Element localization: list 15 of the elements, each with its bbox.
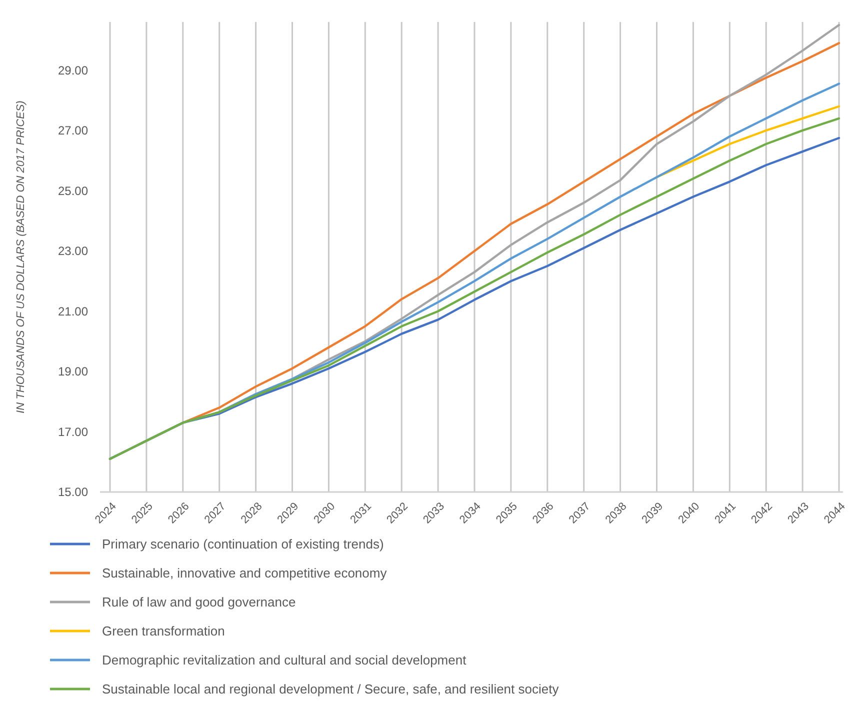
y-tick-label: 21.00 xyxy=(58,304,88,318)
y-tick-label: 15.00 xyxy=(58,485,88,500)
legend-label: Green transformation xyxy=(102,624,225,639)
y-tick-label: 17.00 xyxy=(58,424,88,439)
y-tick-label: 27.00 xyxy=(58,124,88,138)
legend-label: Sustainable local and regional development / Secure, safe, and resilient society xyxy=(102,682,560,697)
legend-label: Demographic revitalization and cultural and social development xyxy=(102,652,467,668)
y-axis-title: IN THOUSANDS OF US DOLLARS (BASED ON 2017 PRICES) xyxy=(15,100,27,414)
y-tick-label: 25.00 xyxy=(58,184,88,198)
legend-label: Primary scenario (continuation of existing trends) xyxy=(102,536,384,552)
legend-label: Sustainable, innovative and competitive economy xyxy=(102,566,388,581)
y-tick-label: 29.00 xyxy=(58,63,88,78)
y-tick-label: 23.00 xyxy=(58,244,88,258)
legend-label: Rule of law and good governance xyxy=(102,594,296,610)
y-tick-label: 19.00 xyxy=(58,364,88,379)
